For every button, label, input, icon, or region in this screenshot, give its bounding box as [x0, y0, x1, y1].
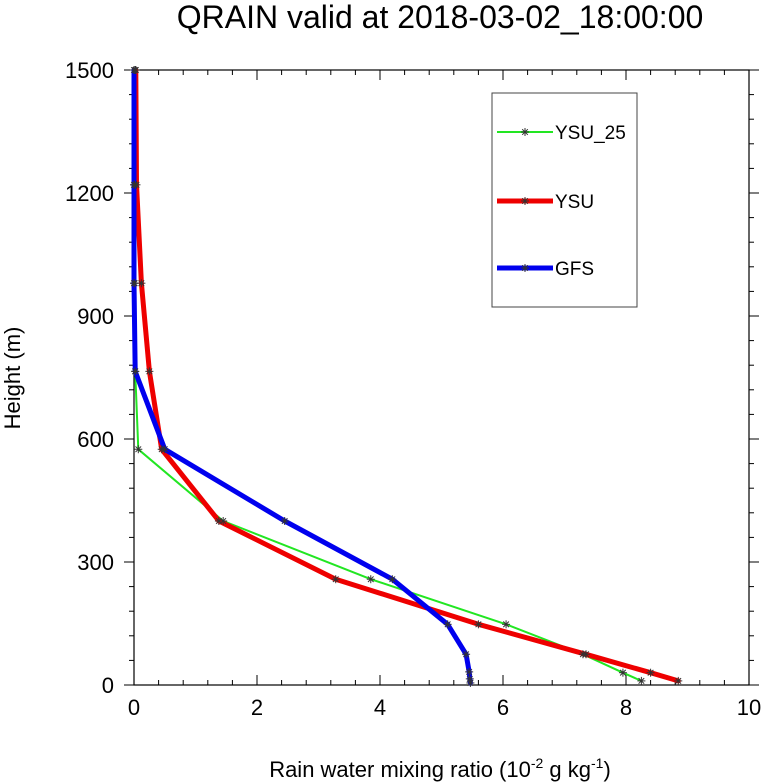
data-point-gfs	[130, 279, 138, 287]
x-axis-label-sup2: -1	[591, 755, 604, 771]
data-point-ysu	[145, 367, 153, 375]
data-point-ysu	[582, 650, 590, 658]
data-point-gfs	[130, 181, 138, 189]
y-tick-label: 300	[77, 550, 114, 575]
legend-label-gfs: GFS	[555, 259, 594, 280]
x-tick-label: 8	[620, 695, 632, 720]
series-line-gfs	[134, 70, 470, 683]
legend-label-ysu-25: YSU_25	[555, 123, 626, 144]
ticks: 0 2 4 6 8 10 0 300 600 900 1200 1500	[65, 58, 761, 720]
data-point-gfs	[161, 445, 169, 453]
data-point-gfs	[462, 650, 470, 658]
data-point-ysu	[332, 575, 340, 583]
x-axis-label: Rain water mixing ratio (10-2 g kg-1)	[269, 755, 611, 782]
chart-title: QRAIN valid at 2018-03-02_18:00:00	[177, 0, 704, 35]
data-point-ysu	[647, 669, 655, 677]
legend: YSU_25 YSU GFS	[492, 93, 637, 307]
data-point-gfs	[281, 517, 289, 525]
x-axis-label-end: )	[603, 757, 610, 782]
x-axis-label-text: Rain water mixing ratio (10	[269, 757, 531, 782]
y-tick-label: 900	[77, 304, 114, 329]
legend-marker-ysu	[521, 197, 529, 205]
x-tick-label: 2	[251, 695, 263, 720]
data-point-gfs	[130, 66, 138, 74]
chart: QRAIN valid at 2018-03-02_18:00:00 0 2 4 6 8…	[0, 0, 766, 784]
data-point-ysu	[674, 677, 682, 685]
data-point-ysu-25	[502, 620, 510, 628]
y-tick-label: 1200	[65, 181, 114, 206]
data-point-ysu-25	[367, 575, 375, 583]
x-tick-label: 4	[374, 695, 386, 720]
y-axis-label: Height (m)	[0, 327, 25, 430]
plot-frame	[134, 70, 749, 685]
legend-marker-ysu-25	[521, 128, 529, 136]
data-point-gfs	[466, 675, 474, 683]
data-point-ysu-25	[637, 677, 645, 685]
x-tick-label: 10	[737, 695, 761, 720]
data-point-ysu-25	[619, 669, 627, 677]
x-axis-label-sup1: -2	[531, 755, 544, 771]
data-point-ysu-25	[134, 445, 142, 453]
x-axis-label-mid: g kg	[543, 757, 591, 782]
data-point-gfs	[444, 620, 452, 628]
data-point-gfs	[465, 668, 473, 676]
x-tick-label: 0	[128, 695, 140, 720]
axes	[134, 70, 749, 685]
x-tick-label: 6	[497, 695, 509, 720]
legend-label-ysu: YSU	[555, 192, 594, 213]
legend-marker-gfs	[521, 264, 529, 272]
data-point-ysu	[137, 279, 145, 287]
data-point-gfs	[131, 367, 139, 375]
data-point-gfs	[388, 575, 396, 583]
y-tick-label: 1500	[65, 58, 114, 83]
y-tick-label: 0	[102, 673, 114, 698]
y-tick-label: 600	[77, 427, 114, 452]
data-point-ysu	[474, 620, 482, 628]
